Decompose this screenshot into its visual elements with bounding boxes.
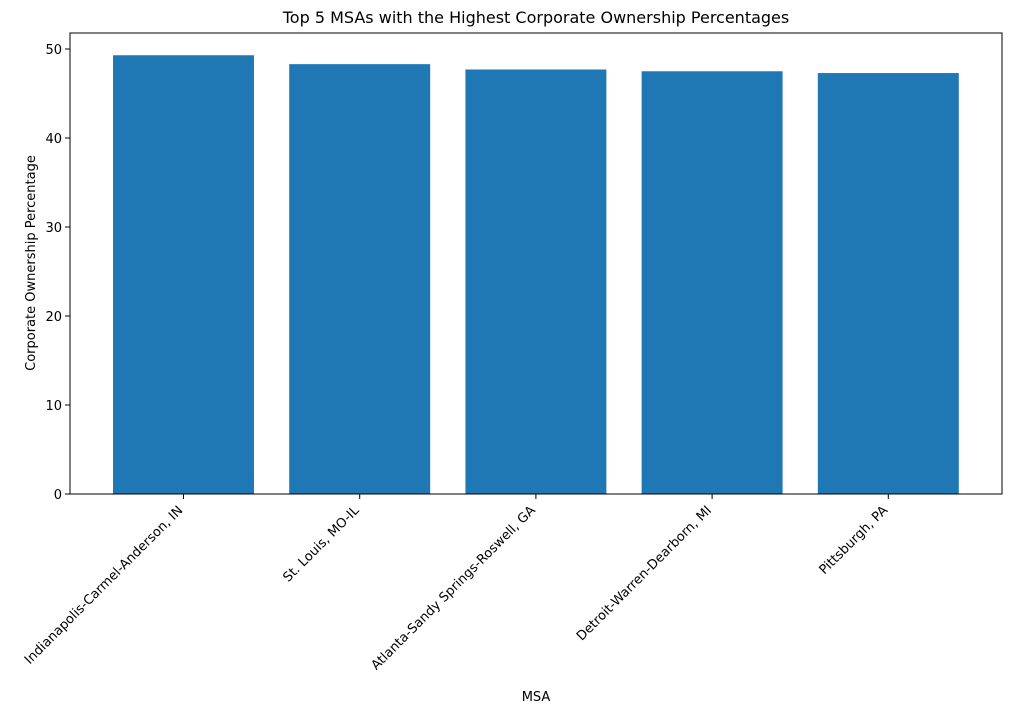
plot-area: Indianapolis-Carmel-Anderson, IN St. Loui… [22, 32, 1003, 673]
x-tick-label-5: Pittsburgh, PA [817, 503, 892, 578]
y-tick-label-50: 50 [45, 43, 62, 58]
y-tick-label-10: 10 [45, 399, 62, 414]
axes-frame [69, 32, 1003, 495]
y-tick-label-0: 0 [54, 488, 62, 503]
bar-4 [641, 71, 783, 494]
bar-1 [113, 55, 254, 495]
x-tick-label-1: Indianapolis-Carmel-Anderson, IN [22, 503, 186, 667]
y-tick-label-20: 20 [45, 310, 62, 325]
chart-title: Top 5 MSAs with the Highest Corporate Ow… [282, 8, 789, 27]
bar-5 [817, 73, 959, 494]
y-axis-label: Corporate Ownership Percentage [24, 155, 39, 371]
x-tick-label-4: Detroit-Warren-Dearborn, MI [574, 503, 715, 644]
y-tick-label-30: 30 [45, 221, 62, 236]
x-tick-label-2: St. Louis, MO-IL [280, 503, 363, 586]
x-tick-label-3: Atlanta-Sandy Springs-Roswell, GA [369, 503, 539, 673]
bar-2 [289, 64, 431, 494]
x-axis-label: MSA [522, 690, 551, 705]
y-tick-label-40: 40 [45, 132, 62, 147]
bar-3 [465, 69, 607, 495]
